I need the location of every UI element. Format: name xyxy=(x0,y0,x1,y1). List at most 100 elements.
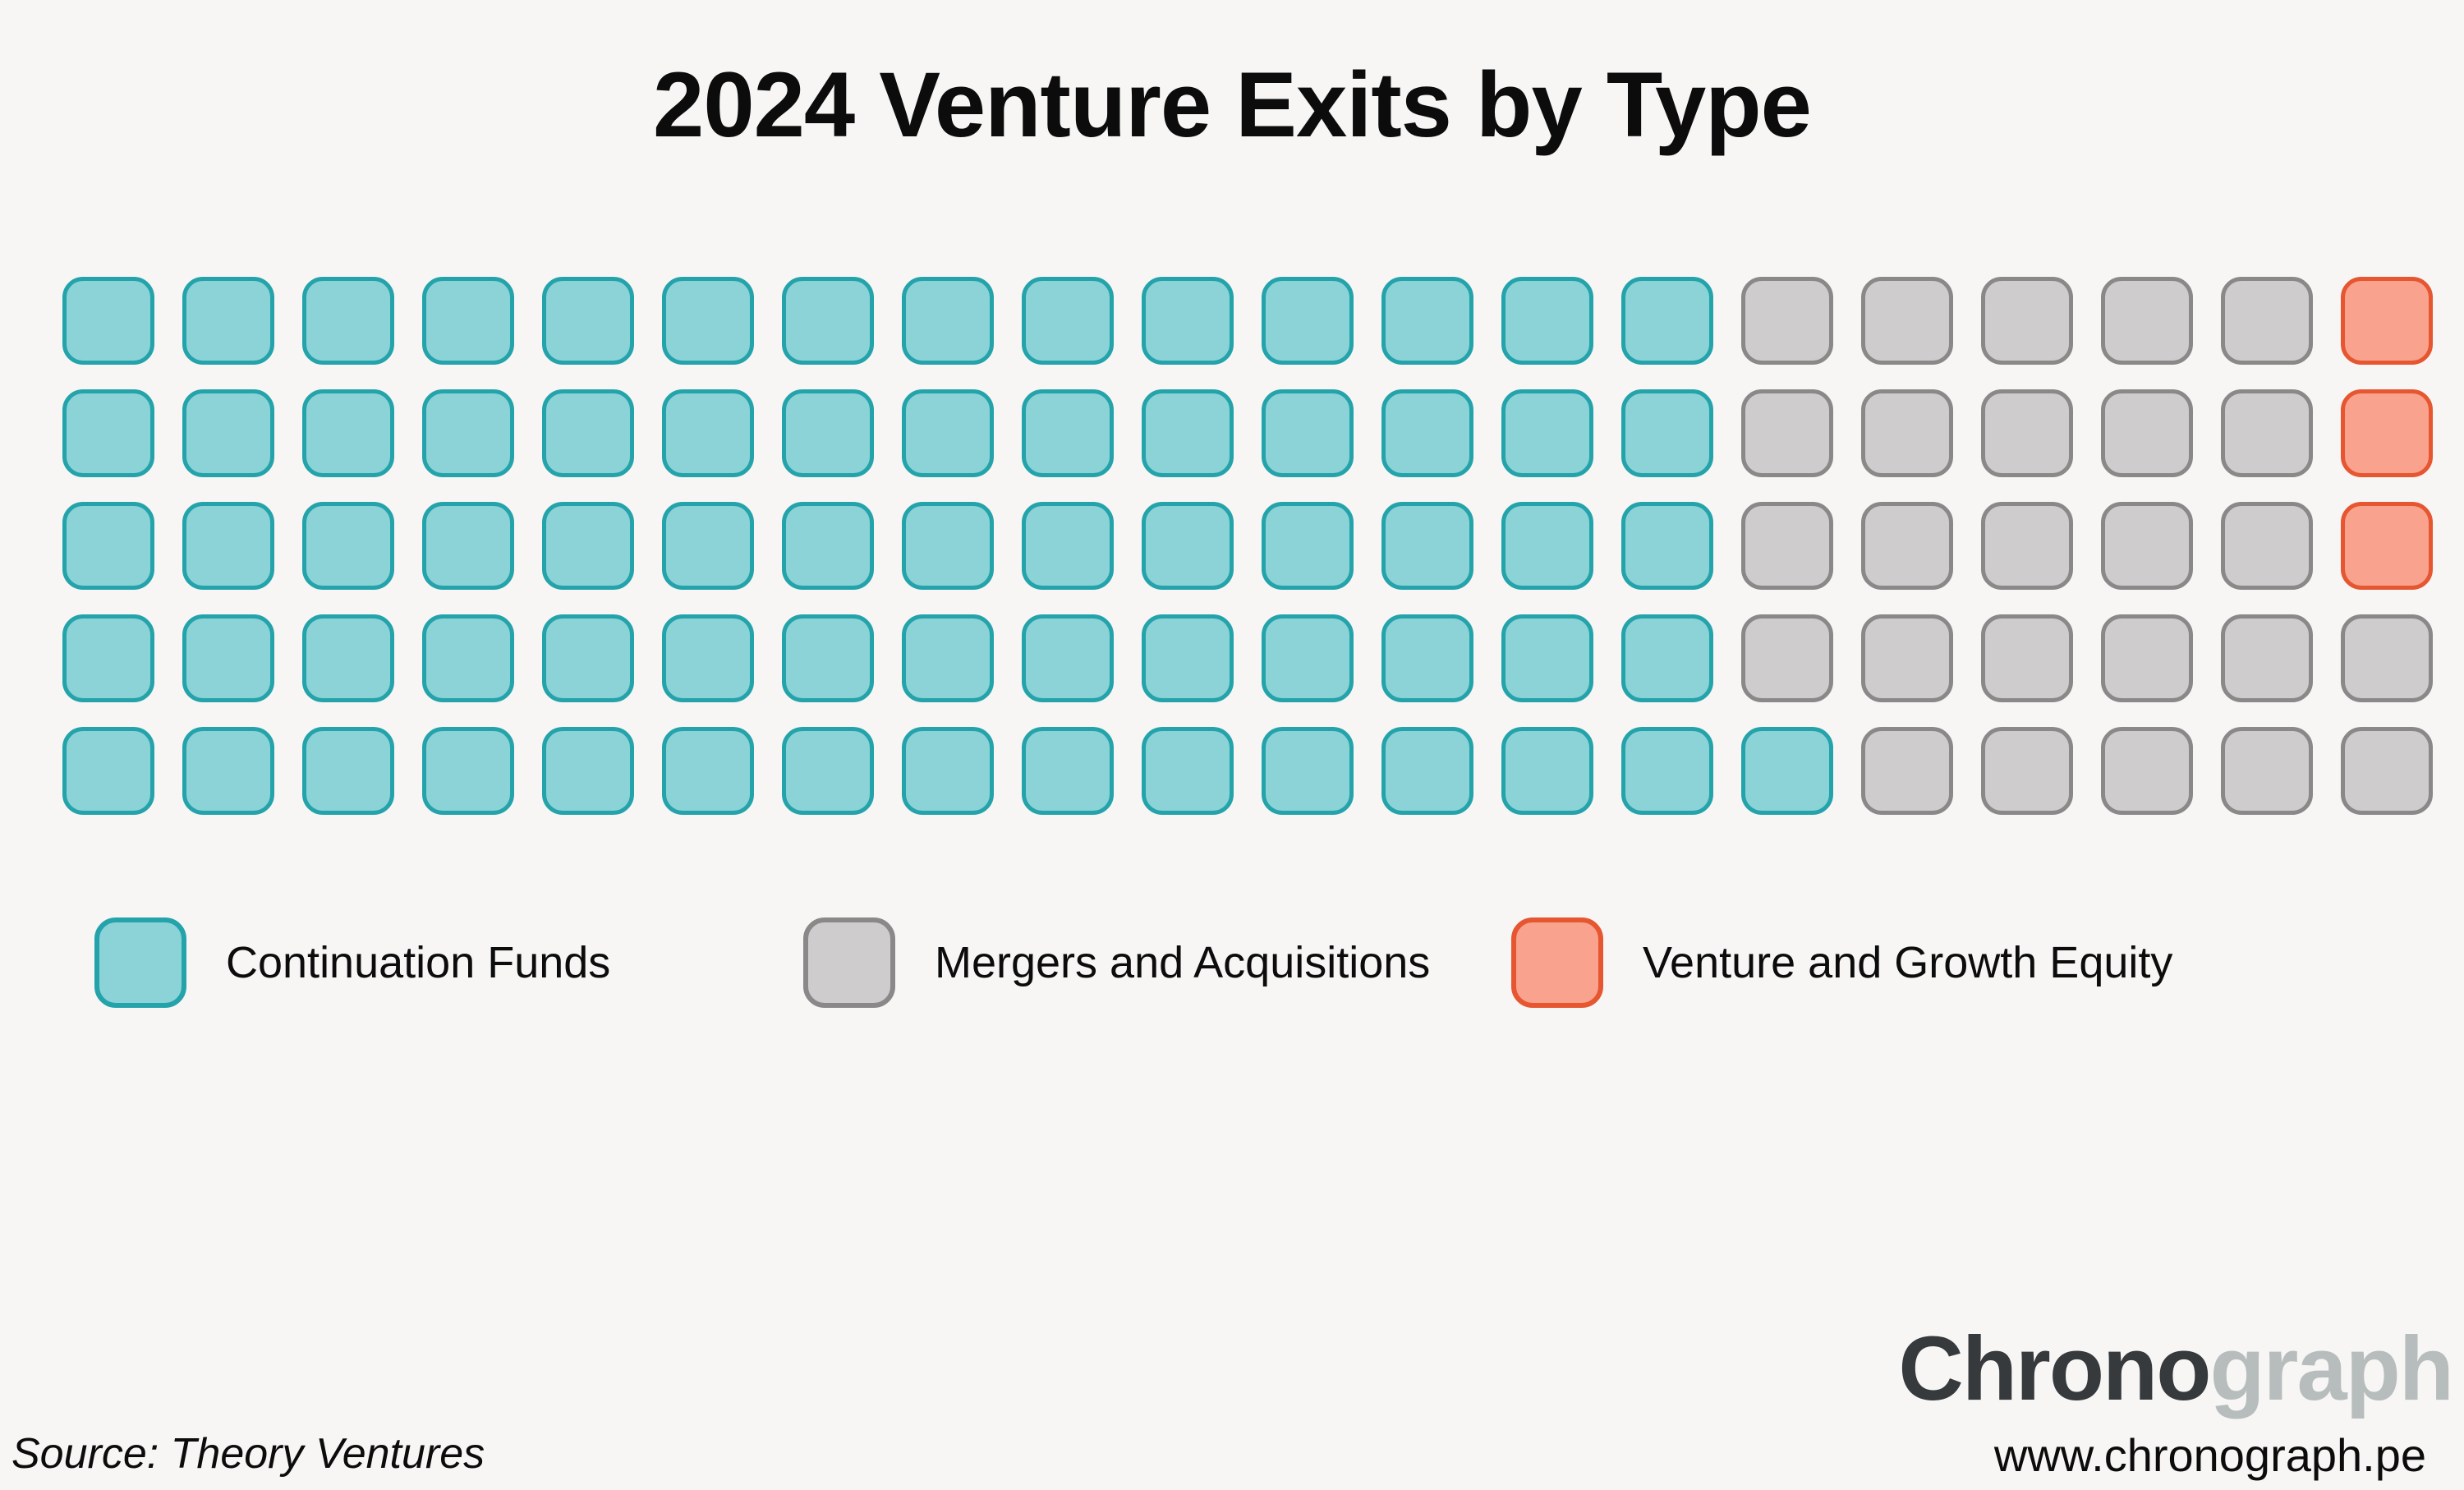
waffle-cell-continuation-funds xyxy=(1501,389,1593,477)
waffle-cell-continuation-funds xyxy=(1621,389,1713,477)
legend-swatch-continuation-funds xyxy=(94,917,186,1008)
waffle-cell-continuation-funds xyxy=(1501,502,1593,590)
legend-label-mergers-acquisitions: Mergers and Acquisitions xyxy=(935,938,1431,987)
waffle-cell-continuation-funds xyxy=(62,614,154,702)
waffle-cell-continuation-funds xyxy=(542,389,634,477)
legend-item-mergers-acquisitions: Mergers and Acquisitions xyxy=(803,917,1430,1008)
waffle-cell-continuation-funds xyxy=(1262,389,1354,477)
waffle-cell-continuation-funds xyxy=(1262,277,1354,365)
waffle-cell-continuation-funds xyxy=(1381,502,1473,590)
waffle-cell-mergers-and-acquisitions xyxy=(1981,277,2073,365)
waffle-cell-continuation-funds xyxy=(422,727,514,815)
waffle-cell-mergers-and-acquisitions xyxy=(2221,389,2313,477)
waffle-cell-continuation-funds xyxy=(422,614,514,702)
waffle-cell-mergers-and-acquisitions xyxy=(1861,727,1953,815)
waffle-cell-continuation-funds xyxy=(182,502,274,590)
waffle-cell-mergers-and-acquisitions xyxy=(2221,502,2313,590)
waffle-cell-venture-and-growth-equity xyxy=(2341,502,2433,590)
waffle-cell-mergers-and-acquisitions xyxy=(2341,614,2433,702)
waffle-cell-continuation-funds xyxy=(782,389,874,477)
waffle-cell-continuation-funds xyxy=(662,277,754,365)
waffle-cell-continuation-funds xyxy=(782,277,874,365)
waffle-cell-continuation-funds xyxy=(302,389,394,477)
waffle-cell-continuation-funds xyxy=(1022,614,1114,702)
waffle-cell-continuation-funds xyxy=(1501,727,1593,815)
waffle-cell-continuation-funds xyxy=(1381,727,1473,815)
waffle-cell-mergers-and-acquisitions xyxy=(2101,502,2193,590)
waffle-cell-continuation-funds xyxy=(422,277,514,365)
waffle-cell-mergers-and-acquisitions xyxy=(1741,614,1833,702)
waffle-cell-venture-and-growth-equity xyxy=(2341,389,2433,477)
waffle-cell-continuation-funds xyxy=(422,389,514,477)
waffle-cell-continuation-funds xyxy=(302,614,394,702)
waffle-cell-continuation-funds xyxy=(1741,727,1833,815)
waffle-cell-continuation-funds xyxy=(62,727,154,815)
waffle-cell-mergers-and-acquisitions xyxy=(2221,277,2313,365)
waffle-cell-mergers-and-acquisitions xyxy=(1741,277,1833,365)
waffle-cell-continuation-funds xyxy=(542,614,634,702)
brand-wordmark: Chronograph xyxy=(1898,1324,2454,1414)
waffle-cell-mergers-and-acquisitions xyxy=(2101,727,2193,815)
waffle-cell-mergers-and-acquisitions xyxy=(2101,389,2193,477)
waffle-cell-mergers-and-acquisitions xyxy=(1741,389,1833,477)
waffle-cell-continuation-funds xyxy=(1501,277,1593,365)
waffle-cell-continuation-funds xyxy=(902,502,994,590)
waffle-cell-continuation-funds xyxy=(902,389,994,477)
brand-wordmark-light: graph xyxy=(2209,1318,2454,1419)
waffle-cell-continuation-funds xyxy=(902,614,994,702)
waffle-cell-mergers-and-acquisitions xyxy=(1861,389,1953,477)
waffle-cell-continuation-funds xyxy=(1381,389,1473,477)
waffle-cell-mergers-and-acquisitions xyxy=(1981,389,2073,477)
waffle-cell-continuation-funds xyxy=(182,614,274,702)
waffle-cell-continuation-funds xyxy=(782,727,874,815)
waffle-cell-continuation-funds xyxy=(182,389,274,477)
waffle-cell-mergers-and-acquisitions xyxy=(2101,277,2193,365)
waffle-cell-continuation-funds xyxy=(62,389,154,477)
waffle-cell-continuation-funds xyxy=(1262,502,1354,590)
waffle-grid xyxy=(62,277,2433,815)
waffle-cell-continuation-funds xyxy=(902,727,994,815)
legend-swatch-mergers-acquisitions xyxy=(803,917,895,1008)
waffle-cell-venture-and-growth-equity xyxy=(2341,277,2433,365)
waffle-cell-continuation-funds xyxy=(1262,727,1354,815)
legend-item-venture-growth-equity: Venture and Growth Equity xyxy=(1511,917,2172,1008)
waffle-cell-continuation-funds xyxy=(1142,277,1234,365)
waffle-cell-continuation-funds xyxy=(302,727,394,815)
waffle-cell-continuation-funds xyxy=(1381,277,1473,365)
waffle-cell-continuation-funds xyxy=(182,727,274,815)
brand-url: www.chronograph.pe xyxy=(1993,1429,2426,1481)
waffle-cell-mergers-and-acquisitions xyxy=(1861,614,1953,702)
waffle-cell-mergers-and-acquisitions xyxy=(1981,502,2073,590)
waffle-cell-continuation-funds xyxy=(1142,389,1234,477)
waffle-cell-continuation-funds xyxy=(1621,614,1713,702)
waffle-cell-continuation-funds xyxy=(542,502,634,590)
waffle-cell-continuation-funds xyxy=(1621,277,1713,365)
waffle-cell-mergers-and-acquisitions xyxy=(2101,614,2193,702)
waffle-cell-mergers-and-acquisitions xyxy=(1861,502,1953,590)
waffle-cell-continuation-funds xyxy=(1142,727,1234,815)
waffle-cell-continuation-funds xyxy=(662,727,754,815)
waffle-cell-continuation-funds xyxy=(1621,502,1713,590)
waffle-cell-mergers-and-acquisitions xyxy=(2221,727,2313,815)
waffle-cell-continuation-funds xyxy=(542,277,634,365)
waffle-cell-continuation-funds xyxy=(1022,727,1114,815)
waffle-cell-continuation-funds xyxy=(182,277,274,365)
legend-label-venture-growth-equity: Venture and Growth Equity xyxy=(1643,938,2173,987)
waffle-cell-continuation-funds xyxy=(1501,614,1593,702)
legend-swatch-venture-growth-equity xyxy=(1511,917,1603,1008)
waffle-cell-mergers-and-acquisitions xyxy=(1861,277,1953,365)
legend-item-continuation-funds: Continuation Funds xyxy=(94,917,610,1008)
waffle-cell-continuation-funds xyxy=(1022,277,1114,365)
waffle-cell-continuation-funds xyxy=(1142,502,1234,590)
waffle-cell-continuation-funds xyxy=(62,502,154,590)
waffle-cell-continuation-funds xyxy=(1262,614,1354,702)
waffle-cell-mergers-and-acquisitions xyxy=(1741,502,1833,590)
waffle-cell-continuation-funds xyxy=(1022,502,1114,590)
waffle-cell-mergers-and-acquisitions xyxy=(1981,614,2073,702)
waffle-cell-continuation-funds xyxy=(662,502,754,590)
waffle-cell-continuation-funds xyxy=(1022,389,1114,477)
waffle-cell-continuation-funds xyxy=(302,277,394,365)
waffle-cell-continuation-funds xyxy=(1142,614,1234,702)
waffle-cell-continuation-funds xyxy=(62,277,154,365)
waffle-cell-continuation-funds xyxy=(662,389,754,477)
